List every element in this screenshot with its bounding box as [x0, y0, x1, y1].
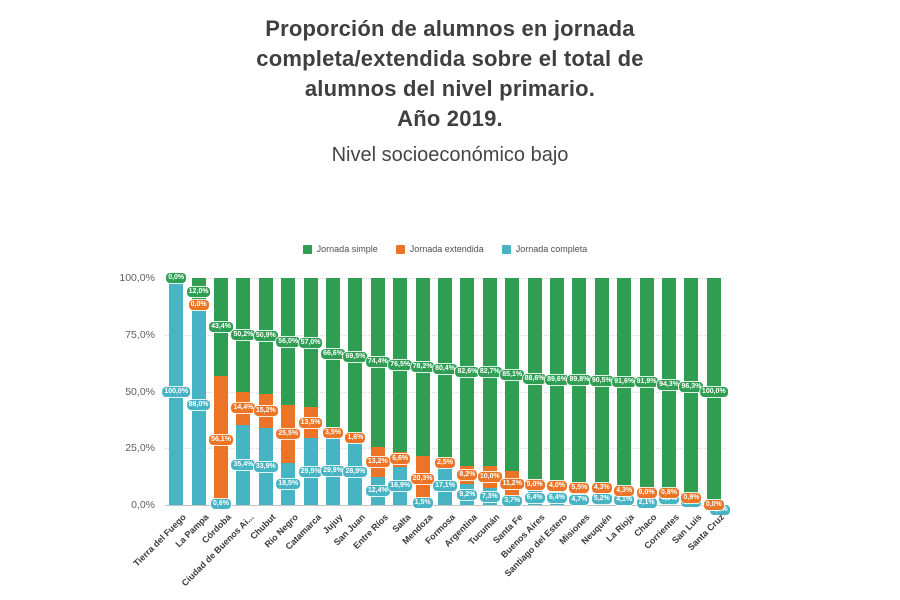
- title-line-1: Proporción de alumnos en jornada: [265, 16, 635, 41]
- legend-item-jornada-extendida[interactable]: Jornada extendida: [395, 244, 484, 254]
- value-label: 50,9%: [253, 330, 278, 341]
- value-label: 4,1%: [614, 495, 635, 506]
- value-label: 12,0%: [186, 286, 211, 297]
- value-label: 91,6%: [612, 376, 637, 387]
- value-label: 89,6%: [545, 374, 569, 385]
- legend-swatch-icon: [302, 244, 312, 254]
- value-label: 50,2%: [231, 329, 256, 340]
- value-label: 18,5%: [276, 479, 301, 489]
- value-label: 56,0%: [276, 336, 301, 347]
- value-label: 4,0%: [547, 480, 567, 491]
- value-label: 20,3%: [410, 473, 435, 484]
- title-line-2: completa/extendida sobre el total de: [256, 46, 644, 71]
- value-label: 78,2%: [410, 361, 435, 372]
- chart-title: Proporción de alumnos en jornada complet…: [0, 14, 900, 167]
- value-label: 1,5%: [412, 498, 433, 509]
- chart-subtitle: Nivel socioeconómico bajo: [331, 144, 569, 166]
- value-label: 56,1%: [209, 434, 233, 445]
- y-tick-label: 75,0%: [125, 328, 155, 341]
- value-label: 12,4%: [365, 485, 390, 496]
- value-label: 3,7%: [502, 495, 523, 506]
- value-label: 13,2%: [365, 456, 390, 467]
- value-label: 100,0%: [162, 386, 191, 397]
- y-tick-label: 50,0%: [125, 385, 155, 398]
- value-label: 5,0%: [524, 479, 545, 490]
- legend-label: Jornada extendida: [409, 244, 484, 254]
- value-label: 69,5%: [343, 351, 368, 362]
- value-label: 29,5%: [298, 466, 323, 477]
- gridline: [165, 505, 725, 506]
- value-label: 16,9%: [388, 480, 413, 491]
- plot-area: 100,0% 0,0% 88,0% 0,0% 12,0% 0,6% 56,1% 43,4% 35…: [162, 273, 730, 515]
- chart-legend: Jornada simple Jornada extendida Jornada c…: [165, 244, 725, 254]
- value-label: 2,5%: [435, 458, 455, 469]
- value-label: 96,3%: [679, 382, 704, 393]
- value-label: 43,4%: [209, 322, 233, 333]
- value-label: 4,7%: [569, 494, 590, 505]
- value-label: 0,0%: [188, 300, 209, 311]
- value-label: 7,3%: [479, 491, 500, 502]
- value-label: 5,2%: [591, 494, 612, 505]
- value-label: 80,4%: [433, 364, 457, 375]
- value-label: 0,6%: [211, 499, 231, 510]
- value-label: 15,2%: [253, 405, 278, 416]
- value-label: 3,5%: [323, 428, 343, 439]
- y-tick-label: 25,0%: [125, 442, 155, 455]
- value-label: 6,4%: [547, 492, 567, 503]
- value-label: 29,9%: [321, 466, 345, 477]
- value-label: 66,6%: [321, 348, 345, 359]
- value-label: 88,6%: [522, 373, 547, 384]
- value-label: 1,6%: [345, 432, 366, 443]
- value-label: 5,5%: [569, 483, 590, 494]
- value-label: 0,0%: [166, 273, 187, 283]
- value-label: 6,4%: [524, 492, 545, 503]
- y-tick-label: 100,0%: [119, 272, 155, 284]
- value-label: 17,1%: [433, 480, 457, 491]
- value-label: 89,8%: [567, 374, 592, 385]
- value-label: 0,9%: [681, 492, 702, 503]
- value-label: 4,3%: [614, 485, 635, 496]
- legend-label: Jornada simple: [316, 244, 378, 254]
- value-label: 10,0%: [477, 472, 502, 483]
- value-label: 28,9%: [343, 467, 368, 478]
- value-label: 82,6%: [455, 366, 480, 377]
- value-label: 2,1%: [636, 497, 657, 508]
- value-label: 0,8%: [659, 487, 679, 498]
- value-label: 4,3%: [591, 483, 612, 494]
- value-label: 9,2%: [457, 489, 478, 500]
- value-label: 74,4%: [365, 357, 390, 368]
- legend-item-jornada-simple[interactable]: Jornada simple: [302, 244, 378, 254]
- value-label: 57,0%: [298, 337, 323, 348]
- value-label: 82,7%: [477, 366, 502, 377]
- value-label: 35,4%: [231, 459, 256, 470]
- value-label: 85,1%: [500, 369, 525, 380]
- value-label: 100,0%: [699, 386, 728, 397]
- title-line-3: alumnos del nivel primario.: [304, 76, 596, 101]
- value-label: 90,5%: [589, 375, 614, 386]
- legend-swatch-icon: [501, 244, 511, 254]
- value-label: 4,9%: [659, 494, 679, 505]
- value-label: 6,6%: [390, 454, 411, 465]
- value-label: 91,9%: [634, 377, 659, 388]
- value-label: 11,2%: [500, 478, 524, 489]
- title-line-4: Año 2019.: [397, 106, 503, 131]
- value-label: 33,9%: [253, 461, 278, 472]
- legend-label: Jornada completa: [515, 244, 588, 254]
- value-label: 76,5%: [388, 359, 413, 370]
- legend-swatch-icon: [395, 244, 405, 254]
- value-label: 6,0%: [636, 488, 657, 499]
- value-label: 13,5%: [298, 417, 323, 428]
- value-label: 14,4%: [231, 403, 256, 414]
- legend-item-jornada-completa[interactable]: Jornada completa: [501, 244, 588, 254]
- value-label: 88,0%: [186, 400, 211, 411]
- value-label: 8,2%: [457, 469, 478, 480]
- value-label: 94,3%: [657, 380, 681, 391]
- value-label: 25,5%: [276, 429, 301, 440]
- value-label: 0,0%: [703, 500, 724, 510]
- y-tick-label: 0,0%: [131, 499, 155, 511]
